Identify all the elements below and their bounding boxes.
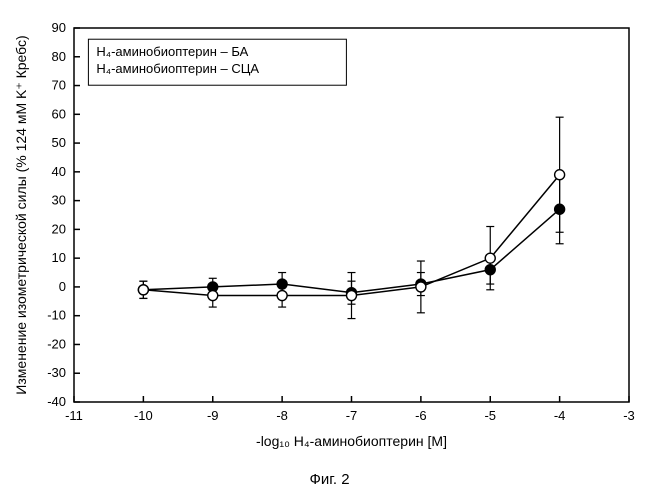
x-tick-label: -3 <box>623 408 635 423</box>
y-axis-label: Изменение изометрической силы (% 124 мM … <box>13 35 29 394</box>
y-tick-label: 20 <box>52 221 66 236</box>
series-marker <box>208 291 218 301</box>
x-tick-label: -11 <box>65 408 83 423</box>
y-tick-label: 0 <box>59 279 66 294</box>
x-tick-label: -9 <box>207 408 219 423</box>
chart-container: -11 -10 -9 -8 -7 -6 -5 -4 -3 -40 -30 -20 -10 0 10 20 30 4… <box>0 0 659 500</box>
x-tick-label: -10 <box>134 408 153 423</box>
legend-item: H₄-аминобиоптерин – СЦА <box>96 61 259 76</box>
y-tick-label: 40 <box>52 164 66 179</box>
series-marker <box>555 170 565 180</box>
series-marker <box>347 291 357 301</box>
y-tick-label: -20 <box>47 336 66 351</box>
figure-caption: Фиг. 2 <box>309 471 349 488</box>
y-tick-label: 70 <box>52 78 66 93</box>
y-tick-label: 60 <box>52 106 66 121</box>
x-tick-label: -7 <box>346 408 358 423</box>
x-tick-label: -8 <box>276 408 288 423</box>
y-tick-label: 10 <box>52 250 66 265</box>
y-tick-label: 50 <box>52 135 66 150</box>
y-tick-label: 80 <box>52 49 66 64</box>
x-tick-label: -5 <box>484 408 496 423</box>
series-marker <box>138 285 148 295</box>
y-tick-label: -10 <box>47 308 66 323</box>
x-tick-label: -6 <box>415 408 427 423</box>
y-tick-label: -40 <box>47 394 66 409</box>
y-tick-label: 90 <box>52 20 66 35</box>
chart-svg: -11 -10 -9 -8 -7 -6 -5 -4 -3 -40 -30 -20 -10 0 10 20 30 4… <box>0 0 659 500</box>
x-tick-label: -4 <box>554 408 566 423</box>
series-marker <box>416 282 426 292</box>
series-marker <box>485 253 495 263</box>
y-tick-label: 30 <box>52 193 66 208</box>
series-marker <box>277 291 287 301</box>
y-tick-label: -30 <box>47 365 66 380</box>
x-axis-label: -log₁₀ H₄-аминобиоптерин [M] <box>256 433 447 449</box>
legend-item: H₄-аминобиоптерин – БА <box>96 44 248 59</box>
